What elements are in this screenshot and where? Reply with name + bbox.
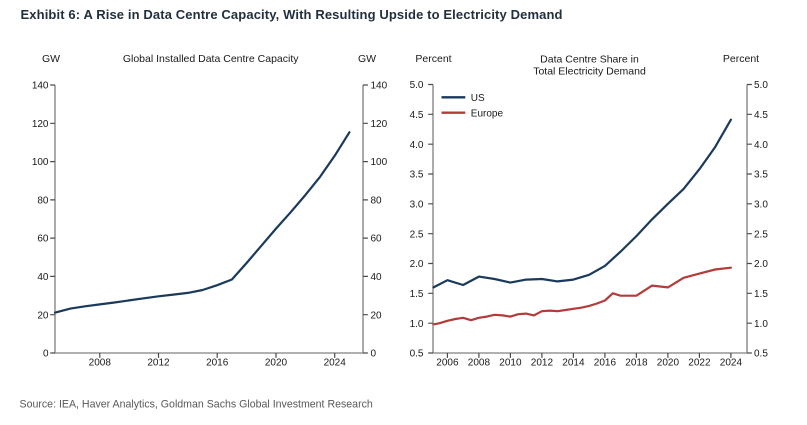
- svg-text:Global Installed Data Centre C: Global Installed Data Centre Capacity: [123, 53, 299, 65]
- svg-text:0.5: 0.5: [754, 349, 768, 360]
- svg-text:Europe: Europe: [471, 108, 504, 119]
- svg-text:1.0: 1.0: [410, 319, 424, 330]
- svg-text:140: 140: [32, 81, 49, 92]
- svg-text:Exhibit 6: A Rise in Data Cent: Exhibit 6: A Rise in Data Centre Capacit…: [21, 7, 563, 22]
- svg-text:2012: 2012: [147, 358, 170, 369]
- svg-text:0: 0: [371, 349, 377, 360]
- svg-text:4.5: 4.5: [410, 110, 424, 121]
- svg-text:0.5: 0.5: [410, 349, 424, 360]
- svg-text:20: 20: [371, 310, 383, 321]
- svg-text:2024: 2024: [324, 358, 347, 369]
- svg-text:1.5: 1.5: [410, 289, 424, 300]
- svg-text:Percent: Percent: [723, 53, 759, 65]
- svg-text:2008: 2008: [89, 358, 112, 369]
- svg-text:2012: 2012: [531, 358, 554, 369]
- svg-text:Source: IEA, Haver Analytics,: Source: IEA, Haver Analytics, Goldman Sa…: [20, 399, 373, 411]
- svg-text:Data Centre Share in: Data Centre Share in: [540, 53, 639, 65]
- svg-text:20: 20: [37, 310, 49, 321]
- svg-text:80: 80: [37, 196, 49, 207]
- svg-text:3.5: 3.5: [410, 170, 424, 181]
- svg-text:60: 60: [37, 234, 49, 245]
- svg-text:2016: 2016: [206, 358, 229, 369]
- svg-text:4.0: 4.0: [754, 140, 768, 151]
- svg-text:GW: GW: [42, 53, 60, 65]
- svg-text:3.5: 3.5: [754, 170, 768, 181]
- svg-text:4.5: 4.5: [754, 110, 768, 121]
- svg-text:2014: 2014: [562, 358, 585, 369]
- svg-text:2.5: 2.5: [754, 229, 768, 240]
- svg-text:100: 100: [371, 157, 388, 168]
- svg-text:2010: 2010: [499, 358, 522, 369]
- svg-text:1.0: 1.0: [754, 319, 768, 330]
- svg-text:120: 120: [32, 119, 49, 130]
- svg-text:2018: 2018: [625, 358, 648, 369]
- svg-text:2.0: 2.0: [754, 259, 768, 270]
- svg-text:5.0: 5.0: [754, 80, 768, 91]
- svg-text:US: US: [471, 93, 485, 104]
- svg-text:60: 60: [371, 234, 383, 245]
- svg-text:GW: GW: [358, 53, 376, 65]
- svg-text:5.0: 5.0: [410, 80, 424, 91]
- svg-text:2020: 2020: [265, 358, 288, 369]
- svg-text:3.0: 3.0: [754, 199, 768, 210]
- svg-text:3.0: 3.0: [410, 199, 424, 210]
- svg-text:100: 100: [32, 157, 49, 168]
- svg-text:140: 140: [371, 81, 388, 92]
- svg-text:120: 120: [371, 119, 388, 130]
- svg-text:Percent: Percent: [415, 53, 451, 65]
- svg-text:1.5: 1.5: [754, 289, 768, 300]
- svg-text:2008: 2008: [468, 358, 491, 369]
- svg-text:2006: 2006: [436, 358, 459, 369]
- svg-text:80: 80: [371, 196, 383, 207]
- svg-text:4.0: 4.0: [410, 140, 424, 151]
- svg-text:2.0: 2.0: [410, 259, 424, 270]
- svg-text:40: 40: [371, 272, 383, 283]
- svg-text:2024: 2024: [720, 358, 743, 369]
- svg-text:40: 40: [37, 272, 49, 283]
- svg-text:Total Electricity Demand: Total Electricity Demand: [533, 65, 646, 77]
- svg-text:2020: 2020: [657, 358, 680, 369]
- svg-text:2016: 2016: [594, 358, 617, 369]
- svg-text:2.5: 2.5: [410, 229, 424, 240]
- svg-text:2022: 2022: [688, 358, 711, 369]
- svg-text:0: 0: [43, 349, 49, 360]
